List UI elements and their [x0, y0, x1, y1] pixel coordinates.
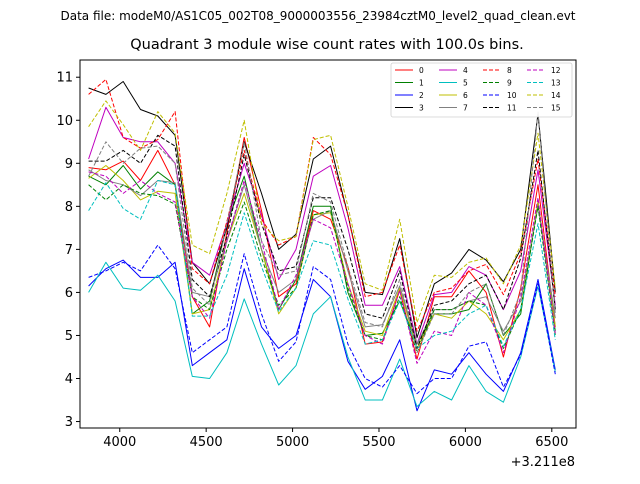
x-tick-label-6000: 6000 — [449, 435, 482, 450]
chart-title: Quadrant 3 module wise count rates with … — [130, 37, 524, 53]
legend-label-11: 11 — [507, 104, 517, 113]
legend-label-10: 10 — [507, 91, 517, 100]
legend-label-14: 14 — [551, 91, 561, 100]
plot-area — [88, 78, 556, 412]
data-file-header: Data file: modeM0/AS1C05_002T08_90000035… — [60, 9, 575, 23]
series-line-1 — [88, 165, 556, 345]
series-line-10 — [88, 244, 556, 395]
y-tick-label-4: 4 — [65, 372, 73, 387]
series-line-12 — [88, 171, 556, 364]
legend-label-13: 13 — [551, 79, 561, 88]
x-axis-offset-label: +3.211e8 — [511, 455, 575, 470]
y-tick-label-7: 7 — [65, 243, 73, 258]
series-line-14 — [88, 100, 556, 323]
legend-label-2: 2 — [419, 91, 424, 100]
legend-label-0: 0 — [419, 66, 424, 75]
series-line-11 — [88, 134, 556, 349]
y-tick-label-11: 11 — [56, 71, 73, 86]
legend-label-6: 6 — [463, 91, 468, 100]
legend-label-4: 4 — [463, 66, 468, 75]
series-line-9 — [88, 184, 556, 354]
series-line-6 — [88, 165, 556, 349]
y-tick-label-8: 8 — [65, 200, 73, 215]
y-tick-label-10: 10 — [56, 114, 73, 129]
legend-label-8: 8 — [507, 66, 512, 75]
series-line-2 — [88, 259, 556, 412]
series-line-8 — [88, 78, 556, 332]
x-tick-label-5500: 5500 — [362, 435, 395, 450]
y-tick-label-3: 3 — [65, 415, 73, 430]
series-line-13 — [88, 180, 556, 349]
y-tick-label-9: 9 — [65, 157, 73, 172]
y-tick-label-6: 6 — [65, 286, 73, 301]
legend-label-5: 5 — [463, 79, 468, 88]
x-tick-label-4000: 4000 — [103, 435, 136, 450]
legend-label-3: 3 — [419, 104, 424, 113]
plot-frame — [79, 59, 577, 429]
legend-label-1: 1 — [419, 79, 424, 88]
series-line-15 — [88, 111, 556, 354]
series-line-3 — [88, 81, 556, 339]
legend-box — [390, 62, 573, 118]
series-line-7 — [88, 169, 556, 345]
series-line-5 — [88, 261, 556, 407]
legend-label-9: 9 — [507, 79, 512, 88]
x-tick-label-4500: 4500 — [190, 435, 223, 450]
y-tick-label-5: 5 — [65, 329, 73, 344]
x-tick-label-5000: 5000 — [276, 435, 309, 450]
x-tick-label-6500: 6500 — [535, 435, 568, 450]
legend-label-15: 15 — [551, 104, 561, 113]
legend-label-7: 7 — [463, 104, 468, 113]
legend-label-12: 12 — [551, 66, 561, 75]
series-line-4 — [88, 106, 556, 345]
